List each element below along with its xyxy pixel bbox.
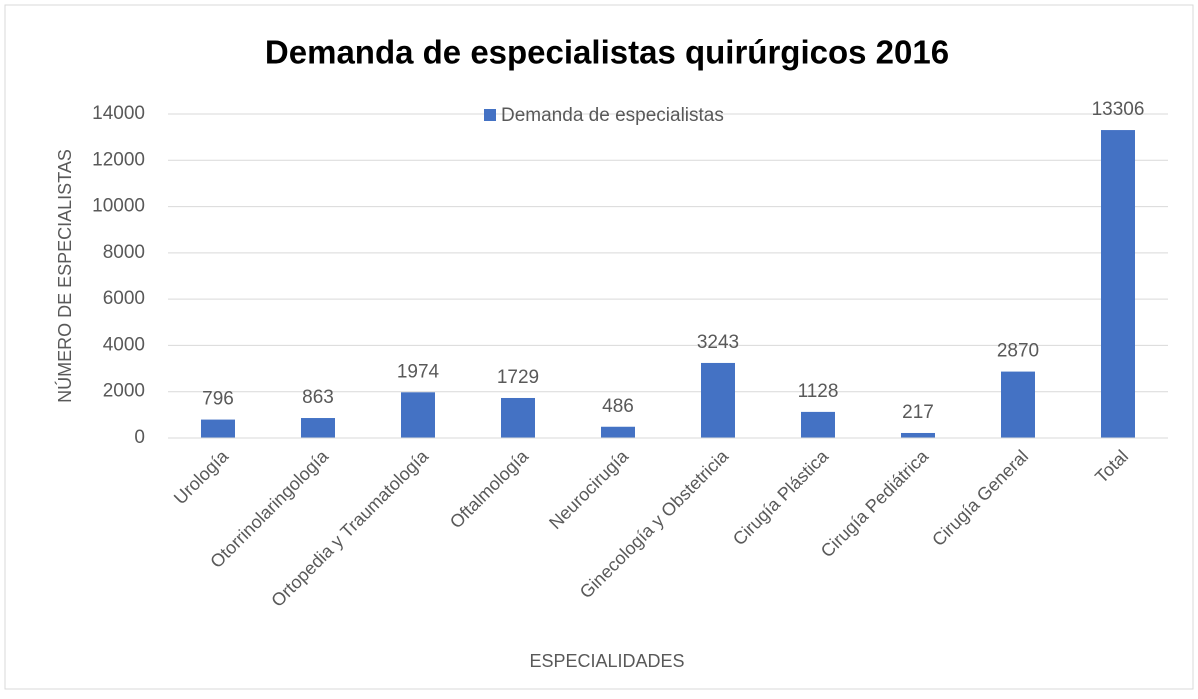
bar xyxy=(201,419,235,438)
y-tick-label: 6000 xyxy=(103,288,145,309)
y-axis-label: NÚMERO DE ESPECIALISTAS xyxy=(54,149,75,403)
data-label: 1974 xyxy=(397,361,440,382)
data-label: 13306 xyxy=(1092,99,1145,120)
data-label: 1128 xyxy=(798,381,839,402)
bar xyxy=(401,392,435,438)
data-label: 3243 xyxy=(697,332,739,353)
x-axis-label: ESPECIALIDADES xyxy=(529,651,684,671)
y-tick-label: 8000 xyxy=(103,242,145,263)
bar xyxy=(1101,130,1135,438)
y-tick-label: 14000 xyxy=(92,103,145,124)
bar xyxy=(701,362,735,438)
bar xyxy=(501,397,535,438)
y-tick-label: 2000 xyxy=(103,381,145,402)
bar xyxy=(601,426,635,438)
bar xyxy=(301,418,335,438)
data-label: 796 xyxy=(202,389,234,410)
legend-swatch xyxy=(484,109,496,121)
y-tick-label: 0 xyxy=(134,427,145,448)
bar xyxy=(801,411,835,438)
data-label: 217 xyxy=(902,402,934,423)
chart-border xyxy=(4,4,1194,690)
data-label: 863 xyxy=(302,387,334,408)
y-tick-label: 10000 xyxy=(92,196,145,217)
legend-label: Demanda de especialistas xyxy=(501,105,724,126)
y-tick-label: 4000 xyxy=(103,334,145,355)
y-tick-label: 12000 xyxy=(92,149,145,170)
chart-title: Demanda de especialistas quirúrgicos 201… xyxy=(265,34,949,71)
data-label: 2870 xyxy=(997,341,1039,362)
data-label: 486 xyxy=(602,396,634,417)
data-label: 1729 xyxy=(497,367,539,388)
bar xyxy=(1001,371,1035,438)
bar xyxy=(901,432,935,438)
